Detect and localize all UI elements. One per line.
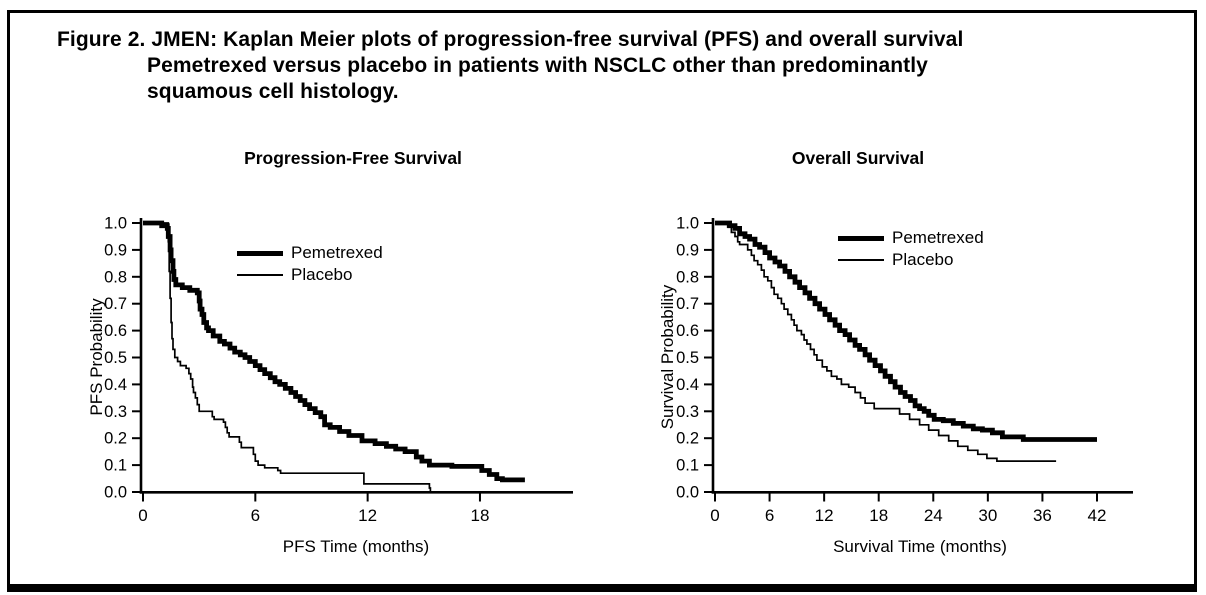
pfs-y-tick-label: 0.3 (104, 403, 127, 421)
os-legend-row-placebo: Placebo (838, 249, 984, 271)
os-x-tick-label: 18 (869, 506, 888, 525)
figure-caption-line3: squamous cell histology. (147, 80, 399, 103)
os-x-axis-label: Survival Time (months) (833, 537, 1007, 556)
os-y-tick-label: 0.4 (676, 376, 699, 394)
pfs-chart-title: Progression-Free Survival (244, 148, 462, 168)
os-x-tick-label: 30 (978, 506, 997, 525)
os-legend-row-pemetrexed: Pemetrexed (838, 227, 984, 249)
os-x-tick-label: 12 (815, 506, 834, 525)
os-x-tick-label: 24 (924, 506, 943, 525)
pfs-legend-row-placebo: Placebo (237, 264, 383, 286)
os-y-tick-label: 0.5 (676, 349, 699, 367)
pfs-x-axis-label: PFS Time (months) (282, 537, 430, 556)
os-x-tick-label: 0 (710, 506, 719, 525)
placebo-line-sample-icon (237, 274, 283, 276)
pfs-y-axis-label: PFS Probability (87, 298, 106, 416)
os-y-tick-label: 0.2 (676, 430, 699, 448)
os-x-tick-label: 6 (765, 506, 774, 525)
os-legend-label-pemetrexed: Pemetrexed (892, 228, 984, 247)
figure-caption-line2: Pemetrexed versus placebo in patients wi… (147, 54, 928, 77)
os-y-tick-label: 0.3 (676, 403, 699, 421)
figure-caption: Figure 2. JMEN: Kaplan Meier plots of pr… (57, 27, 1157, 105)
pfs-y-tick-label: 1.0 (104, 215, 127, 233)
pfs-y-tick-label: 0.7 (104, 295, 127, 313)
pfs-legend: Pemetrexed Placebo (237, 242, 383, 286)
pfs-x-tick-label: 0 (138, 506, 147, 525)
pfs-y-tick-label: 0.6 (104, 322, 127, 340)
pfs-legend-row-pemetrexed: Pemetrexed (237, 242, 383, 264)
pfs-x-tick-label: 12 (358, 506, 377, 525)
figure-caption-line1: Figure 2. JMEN: Kaplan Meier plots of pr… (57, 28, 964, 51)
os-chart-title: Overall Survival (791, 148, 925, 168)
os-y-tick-label: 0.1 (676, 457, 699, 475)
figure-border-box (7, 10, 1197, 592)
pfs-legend-label-placebo: Placebo (291, 265, 353, 284)
os-y-axis-label: Survival Probability (658, 284, 677, 430)
pfs-y-tick-label: 0.0 (104, 484, 127, 502)
pfs-y-tick-label: 0.4 (104, 376, 127, 394)
os-x-tick-label: 42 (1088, 506, 1107, 525)
pfs-x-tick-label: 6 (251, 506, 260, 525)
pfs-y-tick-label: 0.5 (104, 349, 127, 367)
os-y-tick-label: 0.7 (676, 295, 699, 313)
pfs-curve-pemetrexed (143, 220, 525, 483)
os-y-tick-label: 0.8 (676, 268, 699, 286)
pfs-y-tick-label: 0.8 (104, 268, 127, 286)
os-y-tick-label: 0.6 (676, 322, 699, 340)
placebo-line-sample-icon (838, 259, 884, 261)
os-x-tick-label: 36 (1033, 506, 1052, 525)
pfs-y-tick-label: 0.2 (104, 430, 127, 448)
pfs-y-tick-label: 0.9 (104, 241, 127, 259)
pemetrexed-line-sample-icon (237, 250, 283, 256)
os-y-tick-label: 0.0 (676, 484, 699, 502)
os-y-tick-label: 1.0 (676, 215, 699, 233)
os-legend: Pemetrexed Placebo (838, 227, 984, 271)
pemetrexed-line-sample-icon (838, 235, 884, 241)
pfs-x-tick-label: 18 (470, 506, 489, 525)
pfs-y-tick-label: 0.1 (104, 457, 127, 475)
os-curve-placebo (715, 222, 1057, 462)
os-y-tick-label: 0.9 (676, 241, 699, 259)
os-legend-label-placebo: Placebo (892, 250, 954, 269)
pfs-curve-placebo (143, 222, 432, 492)
os-curve-pemetrexed (715, 220, 1097, 442)
pfs-legend-label-pemetrexed: Pemetrexed (291, 243, 383, 262)
